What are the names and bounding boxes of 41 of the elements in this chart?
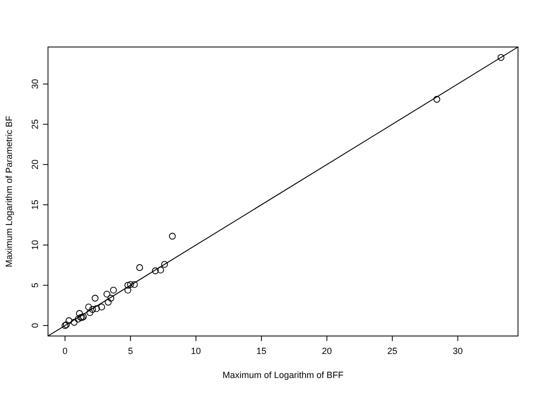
x-tick-label: 20 (322, 346, 332, 356)
point (124, 286, 132, 294)
point (66, 317, 72, 324)
point (76, 310, 83, 317)
point (89, 306, 96, 313)
point (93, 305, 100, 312)
y-tick-label: 5 (30, 282, 40, 288)
point (127, 281, 134, 288)
point (92, 294, 99, 302)
point (74, 316, 82, 322)
point (157, 266, 164, 274)
x-axis-title: Maximum of Logarithm of BFF (222, 370, 344, 380)
x-tick-label: 0 (62, 346, 68, 356)
x-tick-label: 15 (256, 346, 266, 356)
point (104, 298, 112, 306)
point (124, 282, 132, 289)
point (85, 304, 92, 310)
x-tick-label: 10 (190, 346, 201, 356)
point (98, 304, 106, 310)
y-tick-label: 0 (30, 323, 40, 328)
y-tick-label: 30 (30, 79, 40, 90)
point (70, 318, 78, 326)
point (498, 54, 504, 61)
x-tick-label: 25 (387, 346, 398, 356)
point (433, 96, 440, 103)
point (136, 264, 144, 271)
point (131, 281, 138, 288)
y-tick-label: 20 (30, 160, 40, 170)
point (161, 260, 168, 268)
point (104, 290, 110, 298)
y-tick-label: 10 (30, 240, 40, 250)
x-tick-label: 30 (452, 346, 463, 356)
y-tick-label: 15 (30, 200, 40, 210)
point (152, 267, 159, 274)
point (86, 309, 94, 316)
point (168, 232, 176, 240)
point (107, 294, 114, 302)
y-axis-title: Maximum Logarithm of Parametric BF (4, 115, 14, 268)
y-tick-label: 25 (30, 119, 40, 130)
x-tick-label: 5 (128, 346, 133, 356)
point (110, 286, 117, 294)
